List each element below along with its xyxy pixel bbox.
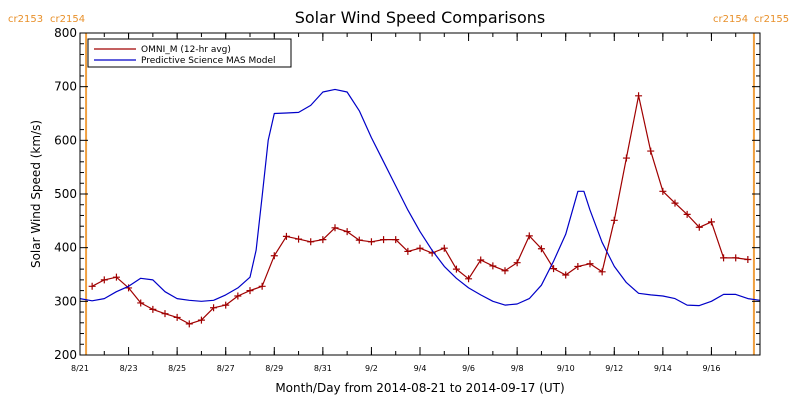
omni-data-point [282, 232, 290, 240]
y-tick-label: 500 [54, 187, 77, 201]
y-tick-label: 300 [54, 294, 77, 308]
omni-data-point [732, 254, 740, 262]
x-tick-label: 9/14 [654, 364, 672, 373]
omni-data-point [161, 310, 169, 318]
omni-data-point [465, 275, 473, 283]
omni-data-point [416, 244, 424, 252]
omni-data-point [319, 236, 327, 244]
legend: OMNI_M (12-hr avg) Predictive Science MA… [87, 38, 292, 68]
legend-box [87, 38, 292, 68]
y-tick-label: 600 [54, 133, 77, 147]
x-tick-label: 8/25 [168, 364, 186, 373]
omni-data-point [647, 147, 655, 155]
omni-data-point [185, 320, 193, 328]
plot-frame [79, 32, 761, 356]
chart-title: Solar Wind Speed Comparisons [295, 8, 546, 27]
cr-label-right-end: cr2155 [754, 14, 789, 25]
omni-data-point [695, 223, 703, 231]
x-tick-label: 8/31 [314, 364, 332, 373]
omni-data-point [100, 276, 108, 284]
omni-data-point [197, 316, 205, 324]
omni-data-point [295, 235, 303, 243]
x-tick-label: 8/27 [217, 364, 235, 373]
omni-data-point [574, 262, 582, 270]
omni-data-point [380, 236, 388, 244]
omni-data-point [720, 254, 728, 262]
omni-data-point [355, 236, 363, 244]
omni-data-point [173, 313, 181, 321]
omni-data-point [270, 252, 278, 260]
omni-data-point [258, 282, 266, 290]
omni-data-point [404, 247, 412, 255]
omni-data-point [331, 224, 339, 232]
y-tick-label: 700 [54, 80, 77, 94]
omni-data-point [525, 232, 533, 240]
omni-data-point [635, 92, 643, 100]
x-tick-label: 9/6 [462, 364, 475, 373]
y-tick-label: 400 [54, 241, 77, 255]
omni-data-point [671, 199, 679, 207]
omni-data-point [610, 216, 618, 224]
y-tick-label: 200 [54, 348, 77, 362]
x-tick-label: 8/29 [265, 364, 283, 373]
omni-data-point [489, 262, 497, 270]
omni-data-point [452, 265, 460, 273]
omni-data-point [112, 273, 120, 281]
omni-data-point [246, 287, 254, 295]
omni-data-point [137, 299, 145, 307]
omni-data-point [392, 236, 400, 244]
omni-data-point [744, 255, 752, 263]
y-tick-label: 800 [54, 26, 77, 40]
omni-data-point [707, 218, 715, 226]
x-tick-label: 9/4 [414, 364, 427, 373]
mas-model-line [79, 88, 761, 307]
cr-label-left-end: cr2154 [50, 14, 85, 25]
omni-data-point [586, 260, 594, 268]
x-tick-label: 9/10 [557, 364, 575, 373]
omni-data-point [210, 304, 218, 312]
omni-data-point [307, 238, 315, 246]
x-tick-label: 9/8 [511, 364, 524, 373]
x-tick-label: 9/2 [365, 364, 378, 373]
omni-data-point [598, 268, 606, 276]
legend-label-mas: Predictive Science MAS Model [141, 56, 276, 66]
omni-data-point [562, 271, 570, 279]
omni-data-point [477, 256, 485, 264]
cr-label-left-start: cr2153 [8, 14, 43, 25]
y-axis-label: Solar Wind Speed (km/s) [29, 120, 43, 268]
x-tick-label: 9/12 [605, 364, 623, 373]
omni-data-point [88, 282, 96, 290]
omni-data-point [343, 228, 351, 236]
omni-data-point [622, 154, 630, 162]
omni-data-point [234, 292, 242, 300]
x-axis-label: Month/Day from 2014-08-21 to 2014-09-17 … [275, 381, 564, 395]
omni-data-point [367, 238, 375, 246]
omni-data-point [550, 265, 558, 273]
x-tick-label: 9/16 [702, 364, 720, 373]
x-tick-label: 8/23 [120, 364, 138, 373]
omni-data-point [537, 245, 545, 253]
omni-data-point [659, 187, 667, 195]
omni-data-point [440, 244, 448, 252]
omni-data-point [222, 301, 230, 309]
omni-data-point [683, 210, 691, 218]
omni-data-point [501, 267, 509, 275]
legend-label-omni: OMNI_M (12-hr avg) [141, 45, 231, 55]
cr-label-right-start: cr2154 [713, 14, 748, 25]
omni-data-point [149, 305, 157, 313]
x-tick-label: 8/21 [71, 364, 89, 373]
omni-data-point [513, 259, 521, 267]
